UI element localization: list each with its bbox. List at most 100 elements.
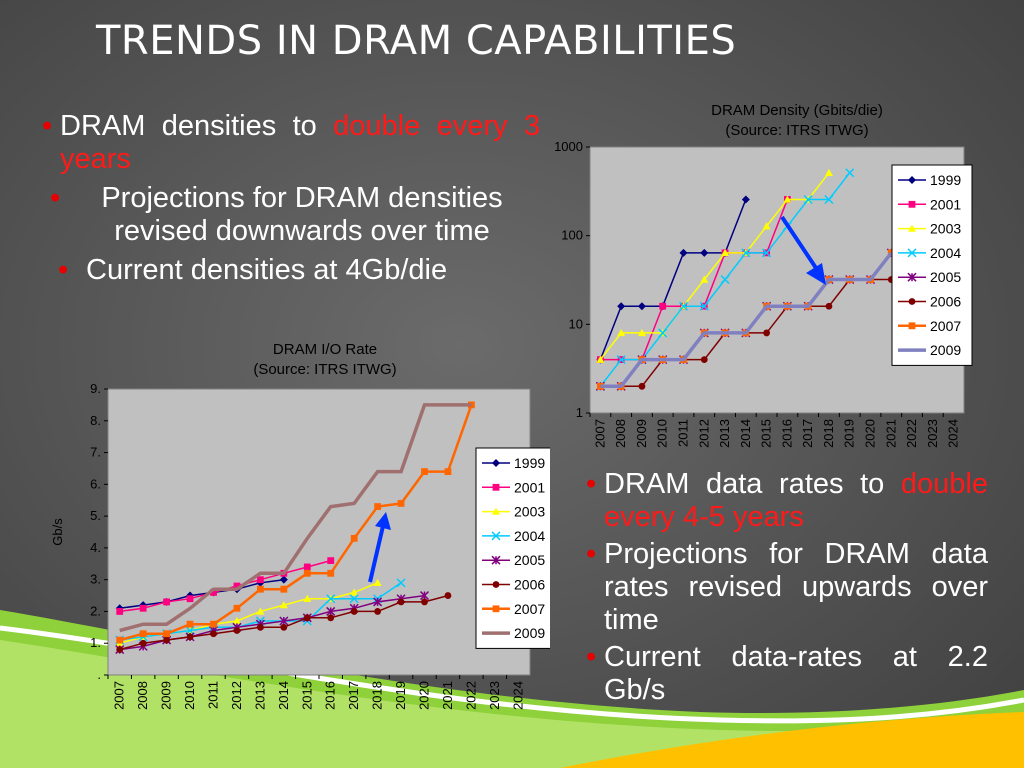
- data-point-marker: [617, 328, 626, 337]
- data-point-marker: [741, 248, 751, 258]
- bullet-dot-icon: •: [58, 254, 69, 286]
- data-point-marker: [350, 608, 358, 615]
- left-bullet-list: • DRAM densities to double every 3 years…: [36, 110, 540, 287]
- legend-item: 2009: [898, 342, 961, 358]
- legend-item: 2007: [482, 601, 545, 617]
- chart-title: DRAM Density (Gbits/die): [711, 102, 883, 119]
- x-tick-label: 2014: [276, 681, 291, 710]
- legend-item: 2004: [482, 528, 545, 544]
- data-point-marker: [741, 195, 750, 204]
- series-line: [119, 578, 284, 610]
- data-point-marker: [349, 594, 359, 604]
- legend-item: 2006: [482, 577, 545, 593]
- data-point-marker: [887, 249, 895, 257]
- bullet-highlight: double every 4-5 years: [604, 468, 988, 533]
- data-point-marker: [845, 168, 855, 178]
- bullet-text: Projections for DRAM data rates revised …: [604, 538, 988, 636]
- data-point-marker: [279, 616, 289, 626]
- data-point-marker: [303, 569, 311, 577]
- right-bullet-list: • DRAM data rates to double every 4-5 ye…: [580, 468, 988, 707]
- data-point-marker: [678, 301, 689, 311]
- data-point-marker: [419, 591, 430, 601]
- x-tick-label: 2023: [925, 419, 940, 448]
- x-tick-label: 2021: [883, 419, 898, 448]
- x-tick-label: 2011: [676, 419, 691, 447]
- legend-box: [475, 447, 550, 649]
- data-point-marker: [491, 531, 501, 541]
- data-point-marker: [139, 639, 147, 647]
- bullet-dot-icon: •: [42, 110, 53, 142]
- y-tick-label: 10: [569, 316, 583, 331]
- legend-label: 2001: [514, 479, 545, 495]
- yellow-wave-shape: [560, 712, 1024, 768]
- x-tick-label: 2015: [759, 419, 774, 448]
- x-tick-label: 2008: [135, 681, 150, 710]
- data-point-marker: [616, 355, 626, 365]
- series-line: [119, 403, 472, 633]
- y-tick-label: 8.: [90, 413, 101, 428]
- data-point-marker: [492, 459, 500, 467]
- legend-label: 2004: [514, 528, 545, 544]
- bullet-item: • DRAM densities to double every 3 years: [36, 110, 540, 176]
- legend-label: 2007: [514, 601, 545, 617]
- x-tick-label: 2007: [592, 419, 607, 448]
- data-point-marker: [163, 598, 171, 606]
- blue-arrow-down-icon: [780, 215, 826, 285]
- bullet-dot-icon: •: [586, 538, 597, 570]
- legend-box: [891, 164, 973, 366]
- legend-item: 1999: [482, 455, 545, 471]
- data-point-marker: [824, 194, 834, 204]
- x-tick-label: 2017: [800, 419, 815, 448]
- data-point-marker: [824, 168, 833, 176]
- data-point-marker: [637, 302, 646, 311]
- x-tick-label: 2022: [904, 419, 919, 448]
- data-point-marker: [762, 222, 771, 230]
- bullet-item: • Projections for DRAM data rates revise…: [580, 538, 988, 637]
- y-tick-label: 9.: [90, 381, 101, 396]
- data-point-marker: [303, 594, 312, 602]
- x-tick-label: 2012: [696, 419, 711, 448]
- data-point-marker: [186, 633, 194, 641]
- y-tick-label: 1.: [90, 635, 101, 650]
- legend-label: 2005: [514, 552, 545, 568]
- data-point-marker: [326, 606, 336, 616]
- y-tick-label: 2.: [90, 603, 101, 618]
- y-tick-label: 7.: [90, 445, 101, 460]
- data-point-marker: [280, 623, 288, 631]
- data-point-marker: [421, 468, 428, 476]
- data-point-marker: [374, 503, 382, 510]
- data-point-marker: [617, 302, 626, 311]
- data-point-marker: [783, 195, 792, 203]
- x-tick-label: 2023: [487, 681, 502, 710]
- x-tick-label: 2024: [510, 681, 525, 710]
- y-tick-label: 3.: [90, 572, 101, 587]
- chart-legend: 1999 2001 2003 2004 2005 2006 2007 2009: [891, 164, 973, 366]
- legend-label: 2006: [930, 294, 961, 310]
- legend-item: 2006: [898, 294, 961, 310]
- data-point-marker: [762, 248, 772, 258]
- data-point-marker: [721, 248, 730, 257]
- data-point-marker: [186, 595, 194, 603]
- series-2007: [116, 401, 475, 644]
- data-point-marker: [659, 302, 667, 310]
- data-point-marker: [397, 500, 405, 507]
- bullet-text: Current densities at 4Gb/die: [86, 254, 448, 286]
- data-point-marker: [279, 575, 288, 584]
- bullet-text: Current data-rates at 2.2 Gb/s: [604, 641, 988, 706]
- data-point-marker: [327, 569, 335, 577]
- data-point-marker: [374, 608, 382, 615]
- data-point-marker: [421, 598, 428, 606]
- y-tick-label: 100: [561, 228, 583, 243]
- x-tick-label: 2011: [206, 681, 221, 709]
- data-point-marker: [280, 585, 288, 593]
- x-tick-label: 2007: [112, 681, 127, 710]
- data-point-marker: [210, 630, 217, 638]
- legend-item: 2007: [898, 318, 961, 334]
- x-tick-label: 2012: [229, 681, 244, 710]
- data-point-marker: [492, 605, 500, 613]
- series-line: [600, 251, 893, 389]
- data-point-marker: [700, 275, 709, 283]
- data-point-marker: [233, 582, 241, 590]
- x-tick-label: 2017: [346, 681, 361, 710]
- data-point-marker: [638, 382, 646, 390]
